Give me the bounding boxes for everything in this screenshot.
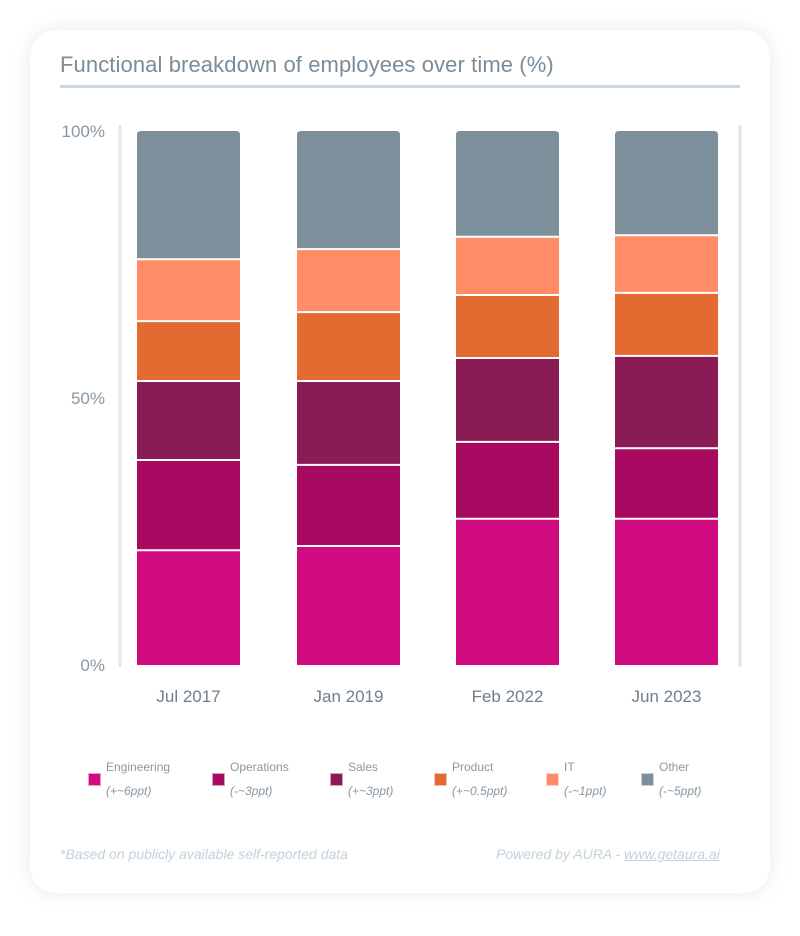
footer-powered-by: Powered by AURA - www.getaura.ai (496, 846, 720, 862)
bar-segment-operations (297, 465, 400, 545)
legend-delta: (-~5ppt) (659, 784, 702, 798)
legend-swatch (88, 773, 101, 786)
bar-segment-product (297, 313, 400, 380)
legend-label: IT (564, 760, 575, 774)
title-divider (60, 85, 740, 88)
bar-segment-engineering (615, 519, 718, 665)
legend-label: Operations (230, 760, 289, 774)
bar-segment-engineering (297, 546, 400, 665)
bar-segment-product (456, 296, 559, 358)
legend-swatch (546, 773, 559, 786)
legend-swatch (641, 773, 654, 786)
bar-segment-other (456, 131, 559, 236)
legend-label: Other (659, 760, 690, 774)
bar-segment-operations (137, 461, 240, 550)
legend-label: Product (452, 760, 494, 774)
legend-delta: (+~0.5ppt) (452, 784, 508, 798)
legend-delta: (-~3ppt) (230, 784, 273, 798)
y-tick-label: 100% (62, 122, 105, 141)
x-tick-label: Jun 2023 (632, 687, 702, 706)
bar-segment-it (137, 260, 240, 321)
bar-segment-sales (615, 356, 718, 448)
bar-segment-other (297, 131, 400, 249)
legend-delta: (-~1ppt) (564, 784, 607, 798)
bar-segment-other (137, 131, 240, 259)
bar-segment-operations (456, 442, 559, 518)
x-tick-label: Feb 2022 (472, 687, 544, 706)
legend-label: Sales (348, 760, 379, 774)
x-tick-label: Jan 2019 (314, 687, 384, 706)
y-tick-label: 0% (80, 656, 105, 675)
footer-note: *Based on publicly available self-report… (60, 846, 348, 862)
x-tick-label: Jul 2017 (156, 687, 220, 706)
legend-label: Engineering (106, 760, 171, 774)
legend-swatch (434, 773, 447, 786)
bar-segment-operations (615, 449, 718, 518)
bar-segment-it (456, 237, 559, 295)
legend-swatch (330, 773, 343, 786)
chart-title: Functional breakdown of employees over t… (60, 52, 554, 77)
bar-segment-sales (456, 359, 559, 441)
legend-delta: (+~3ppt) (348, 784, 394, 798)
powered-by-text: Powered by AURA - (496, 846, 625, 862)
y-tick-label: 50% (71, 389, 105, 408)
bar-segment-product (137, 322, 240, 380)
bar-segment-engineering (137, 551, 240, 665)
bar-segment-other (615, 131, 718, 235)
bar-segment-it (297, 250, 400, 312)
aura-link[interactable]: www.getaura.ai (624, 846, 720, 862)
bar-segment-engineering (456, 519, 559, 665)
bar-segment-sales (297, 381, 400, 464)
legend-delta: (+~6ppt) (106, 784, 152, 798)
legend-swatch (212, 773, 225, 786)
bar-segment-product (615, 293, 718, 355)
bar-segment-it (615, 236, 718, 292)
bar-segment-sales (137, 381, 240, 460)
